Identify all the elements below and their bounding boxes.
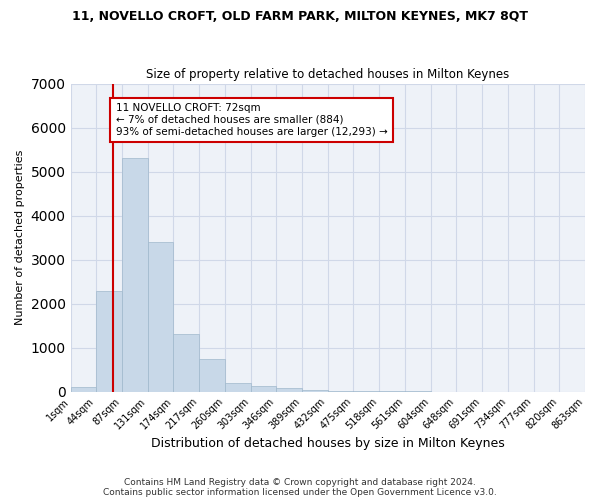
Bar <box>122 158 148 392</box>
Bar <box>251 386 277 392</box>
X-axis label: Distribution of detached houses by size in Milton Keynes: Distribution of detached houses by size … <box>151 437 505 450</box>
Bar <box>148 242 173 392</box>
Text: 11, NOVELLO CROFT, OLD FARM PARK, MILTON KEYNES, MK7 8QT: 11, NOVELLO CROFT, OLD FARM PARK, MILTON… <box>72 10 528 23</box>
Bar <box>302 390 328 392</box>
Bar <box>225 383 251 392</box>
Y-axis label: Number of detached properties: Number of detached properties <box>15 150 25 326</box>
Bar <box>96 292 122 392</box>
Bar <box>173 334 199 392</box>
Bar <box>277 388 302 392</box>
Text: 11 NOVELLO CROFT: 72sqm
← 7% of detached houses are smaller (884)
93% of semi-de: 11 NOVELLO CROFT: 72sqm ← 7% of detached… <box>116 104 388 136</box>
Bar <box>199 358 225 392</box>
Text: Contains HM Land Registry data © Crown copyright and database right 2024.
Contai: Contains HM Land Registry data © Crown c… <box>103 478 497 497</box>
Bar <box>71 387 96 392</box>
Title: Size of property relative to detached houses in Milton Keynes: Size of property relative to detached ho… <box>146 68 509 81</box>
